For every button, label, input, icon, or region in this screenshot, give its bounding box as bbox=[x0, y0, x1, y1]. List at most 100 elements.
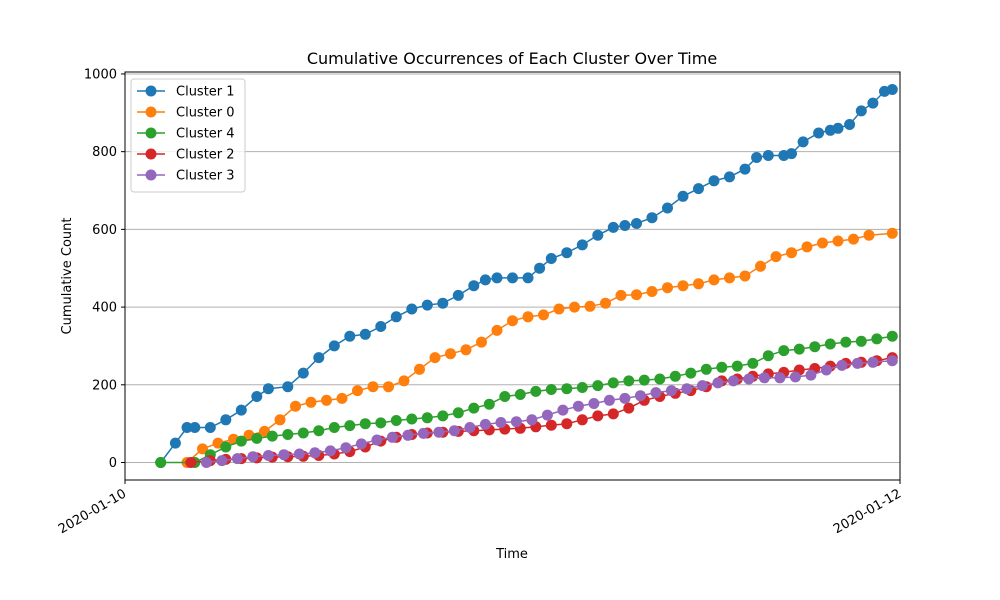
data-point bbox=[886, 227, 898, 239]
data-point bbox=[390, 311, 402, 323]
data-point bbox=[871, 333, 883, 345]
data-point bbox=[235, 435, 247, 447]
data-point bbox=[321, 394, 332, 406]
data-point bbox=[727, 375, 739, 387]
data-point bbox=[786, 247, 797, 259]
data-point bbox=[464, 422, 476, 433]
data-point bbox=[483, 398, 495, 410]
data-point bbox=[448, 425, 460, 437]
data-point bbox=[600, 297, 611, 309]
data-point bbox=[693, 183, 704, 195]
data-point bbox=[452, 407, 464, 419]
data-point bbox=[669, 370, 681, 382]
data-point bbox=[867, 356, 879, 368]
data-point bbox=[526, 414, 538, 426]
data-point bbox=[468, 402, 480, 414]
data-point bbox=[592, 410, 604, 422]
y-tick-label-600: 600 bbox=[92, 223, 117, 238]
legend-label: Cluster 0 bbox=[176, 106, 235, 121]
data-point bbox=[491, 272, 503, 284]
data-point bbox=[813, 127, 825, 139]
data-point bbox=[553, 303, 565, 315]
data-point bbox=[421, 412, 433, 424]
data-point bbox=[247, 451, 259, 463]
data-point bbox=[278, 449, 290, 461]
legend-item: Cluster 4 bbox=[137, 127, 235, 142]
data-point bbox=[274, 414, 286, 426]
data-point bbox=[445, 348, 456, 360]
data-point bbox=[662, 282, 673, 294]
data-point bbox=[522, 272, 534, 284]
data-point bbox=[774, 372, 786, 384]
data-point bbox=[832, 235, 844, 247]
data-point bbox=[820, 364, 832, 376]
data-point bbox=[479, 418, 491, 430]
data-point bbox=[886, 330, 898, 342]
data-point bbox=[758, 372, 770, 384]
plot-frame bbox=[124, 71, 901, 481]
legend-marker bbox=[145, 106, 157, 118]
data-point bbox=[197, 443, 208, 455]
data-point bbox=[235, 404, 247, 416]
data-point bbox=[282, 429, 294, 440]
data-point bbox=[371, 434, 383, 446]
data-point bbox=[344, 330, 356, 342]
data-point bbox=[545, 384, 557, 395]
data-point bbox=[398, 375, 410, 387]
data-point bbox=[588, 398, 600, 409]
data-point bbox=[491, 324, 503, 336]
data-point bbox=[724, 272, 735, 284]
data-point bbox=[200, 457, 212, 468]
data-point bbox=[886, 355, 898, 367]
data-point bbox=[538, 309, 549, 321]
data-point bbox=[375, 417, 387, 429]
data-point bbox=[797, 136, 809, 148]
data-point bbox=[724, 171, 735, 183]
data-point bbox=[778, 345, 790, 357]
data-point bbox=[840, 336, 852, 348]
data-point bbox=[328, 422, 340, 433]
data-point bbox=[747, 357, 759, 369]
data-point bbox=[185, 457, 197, 468]
data-point bbox=[817, 237, 828, 249]
data-point bbox=[743, 373, 755, 385]
data-point bbox=[708, 175, 720, 187]
data-point bbox=[344, 420, 356, 432]
data-point bbox=[751, 152, 763, 163]
data-point bbox=[507, 272, 518, 284]
legend-item: Cluster 2 bbox=[137, 148, 235, 163]
data-point bbox=[805, 369, 817, 381]
data-point bbox=[460, 344, 472, 356]
data-point bbox=[607, 221, 619, 233]
data-point bbox=[739, 163, 751, 175]
data-point bbox=[251, 432, 263, 444]
data-point bbox=[576, 239, 588, 251]
data-point bbox=[355, 438, 367, 450]
series-cluster-3 bbox=[200, 355, 898, 468]
data-point bbox=[383, 381, 394, 393]
data-point bbox=[623, 402, 635, 414]
chart-title: Cumulative Occurrences of Each Cluster O… bbox=[307, 49, 717, 68]
data-point bbox=[863, 229, 875, 241]
y-tick-label-1000: 1000 bbox=[84, 67, 117, 82]
data-point bbox=[665, 385, 677, 397]
data-point bbox=[545, 419, 557, 431]
data-point bbox=[770, 251, 782, 263]
data-point bbox=[619, 220, 631, 231]
data-point bbox=[510, 416, 522, 428]
data-point bbox=[855, 105, 867, 117]
data-point bbox=[739, 270, 751, 282]
data-point bbox=[352, 385, 363, 397]
data-point bbox=[297, 367, 309, 379]
data-point bbox=[731, 360, 743, 372]
data-point bbox=[681, 383, 693, 395]
data-point bbox=[266, 430, 278, 442]
data-point bbox=[293, 448, 305, 460]
data-point bbox=[607, 408, 619, 420]
legend-label: Cluster 1 bbox=[176, 85, 235, 100]
data-point bbox=[677, 280, 689, 292]
legend-label: Cluster 3 bbox=[176, 169, 235, 184]
data-point bbox=[561, 418, 573, 430]
data-point bbox=[557, 404, 569, 416]
data-point bbox=[313, 425, 325, 437]
